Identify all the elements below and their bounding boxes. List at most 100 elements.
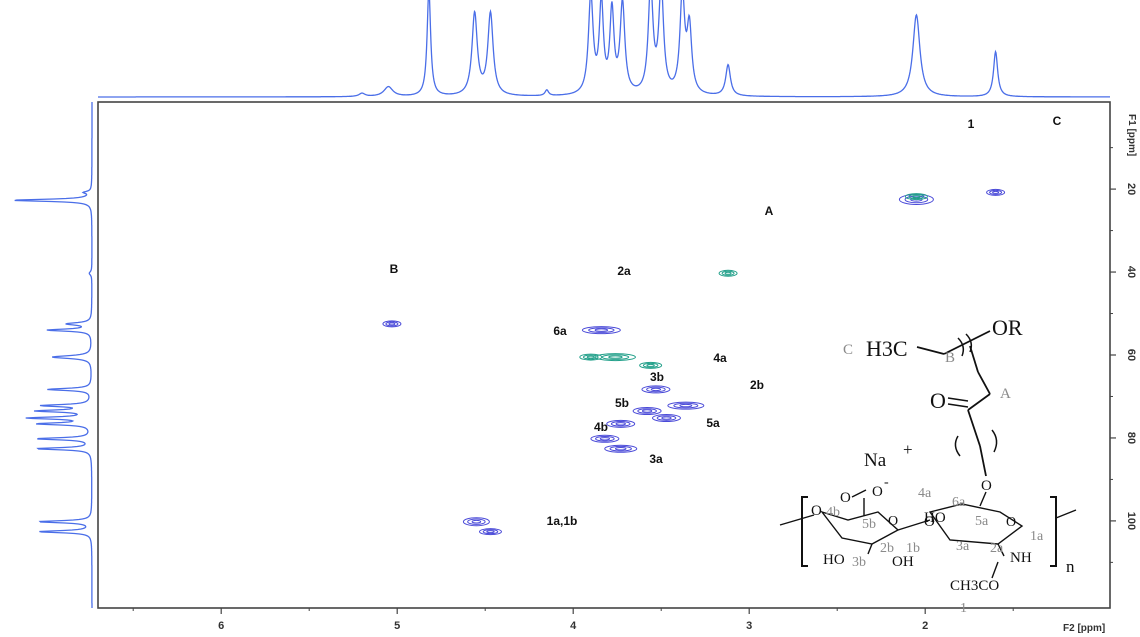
x-tick-label: 5	[394, 620, 400, 632]
y-tick-label: 100	[1125, 512, 1137, 530]
struct-label-4b: 4b	[826, 505, 840, 520]
y-axis-label: F1 [ppm]	[1126, 114, 1137, 156]
x-axis-label: F2 [ppm]	[1063, 623, 1105, 634]
struct-bond	[957, 337, 965, 357]
side-projection-trace	[14, 102, 93, 608]
struct-bond	[967, 409, 981, 447]
cross-peak-4b	[590, 434, 620, 443]
cross-peak-unlabeled-1	[904, 193, 928, 201]
struct-label-OH-2b: OH	[892, 554, 914, 570]
cross-peak-A	[718, 269, 738, 277]
cross-peak-unlabeled-17	[478, 528, 502, 536]
struct-ring-a	[928, 503, 1024, 545]
struct-label-O-link-mid: O	[924, 514, 935, 530]
struct-bond	[997, 543, 1005, 557]
x-tick-label: 6	[218, 620, 224, 632]
peak-label-2b: 2b	[750, 378, 764, 392]
cross-peak-3a	[604, 444, 638, 453]
struct-label-O-link-left: O	[811, 503, 822, 519]
peak-label-5a: 5a	[706, 416, 720, 430]
struct-bond	[969, 345, 979, 373]
struct-bond	[943, 330, 991, 355]
peak-label-5b: 5b	[615, 396, 629, 410]
struct-label-1: 1	[960, 601, 967, 616]
struct-label-Na: Na	[864, 450, 887, 471]
struct-label-O-minus: O	[872, 484, 883, 500]
cross-peak-1a-1b	[462, 517, 490, 527]
struct-label-A: A	[1000, 386, 1011, 402]
struct-label-6a: 6a	[952, 495, 966, 510]
struct-label-O-carbonyl: O	[930, 388, 946, 413]
plot-frame	[97, 101, 1111, 609]
struct-bond	[991, 561, 999, 579]
struct-label-OR: OR	[992, 315, 1023, 340]
struct-label-O-carboxylate: O	[840, 490, 851, 506]
struct-label-O-ring-b: O	[888, 514, 898, 529]
struct-label-O-ring-a: O	[1006, 515, 1016, 530]
peak-label-1: 1	[968, 117, 975, 131]
struct-label-O-link-side: O	[981, 478, 992, 494]
side-projection	[14, 102, 93, 608]
struct-label-5a: 5a	[975, 514, 989, 529]
y-axis: 20 40 60 80 100	[1110, 147, 1137, 563]
cross-peak-B	[382, 320, 402, 328]
struct-label-minus: -	[884, 475, 889, 490]
struct-label-HO-3b: HO	[823, 552, 845, 568]
x-tick-label: 4	[570, 620, 577, 632]
peak-label-2a: 2a	[617, 264, 631, 278]
struct-bracket-left	[801, 496, 808, 567]
x-axis: 6 5 4 3 2	[132, 608, 1014, 632]
peak-label-6a: 6a	[553, 324, 567, 338]
peak-label-4b: 4b	[594, 420, 608, 434]
struct-label-CH3CO: CH3CO	[950, 578, 999, 594]
cross-peak-5a	[651, 414, 681, 423]
struct-bond	[947, 403, 969, 408]
peak-label-C: C	[1053, 114, 1062, 128]
struct-bond	[991, 429, 998, 453]
x-tick-label: 3	[746, 620, 752, 632]
struct-bond	[897, 519, 931, 531]
struct-label-B: B	[945, 350, 955, 366]
peak-label-3b: 3b	[650, 370, 664, 384]
struct-bond	[851, 489, 867, 498]
cross-peaks	[382, 188, 1006, 536]
peak-label-A: A	[765, 204, 774, 218]
struct-label-HO-4a: HO	[924, 510, 946, 526]
cross-peak-5b	[606, 419, 636, 428]
peak-label-4a: 4a	[713, 351, 727, 365]
struct-bond	[947, 397, 969, 402]
struct-label-plus: +	[903, 440, 913, 459]
peak-label-1a-1b: 1a,1b	[547, 514, 578, 528]
struct-label-2a: 2a	[990, 541, 1004, 556]
struct-label-3a: 3a	[956, 539, 970, 554]
struct-label-5b: 5b	[862, 517, 876, 532]
struct-bond	[954, 435, 961, 457]
struct-bond	[916, 346, 945, 355]
struct-label-3b: 3b	[852, 555, 866, 570]
cross-peak-2b	[667, 401, 705, 410]
struct-label-n: n	[1066, 557, 1075, 576]
struct-bond	[1055, 509, 1077, 519]
top-projection-trace	[98, 0, 1110, 98]
cross-peak-4a	[641, 385, 671, 394]
x-tick-label: 2	[922, 620, 928, 632]
y-tick-label: 40	[1125, 266, 1137, 278]
cross-peak-3b	[632, 406, 662, 415]
chemical-structure: C H3C B OR A O O Na + O O - n	[779, 315, 1077, 616]
cross-peak-6a	[594, 353, 636, 362]
struct-bond	[867, 543, 873, 555]
y-tick-label: 60	[1125, 349, 1137, 361]
struct-label-H3C: H3C	[866, 336, 908, 361]
cross-peak-2a	[581, 326, 621, 335]
peak-label-3a: 3a	[649, 452, 663, 466]
struct-bond	[779, 514, 815, 526]
struct-label-2b: 2b	[880, 541, 894, 556]
peak-label-B: B	[390, 262, 399, 276]
struct-label-C: C	[843, 342, 853, 358]
struct-bracket-right	[1050, 496, 1057, 567]
cross-peak-C	[986, 188, 1006, 196]
struct-bond	[979, 491, 987, 507]
struct-label-4a: 4a	[918, 486, 932, 501]
struct-label-1a: 1a	[1030, 529, 1044, 544]
